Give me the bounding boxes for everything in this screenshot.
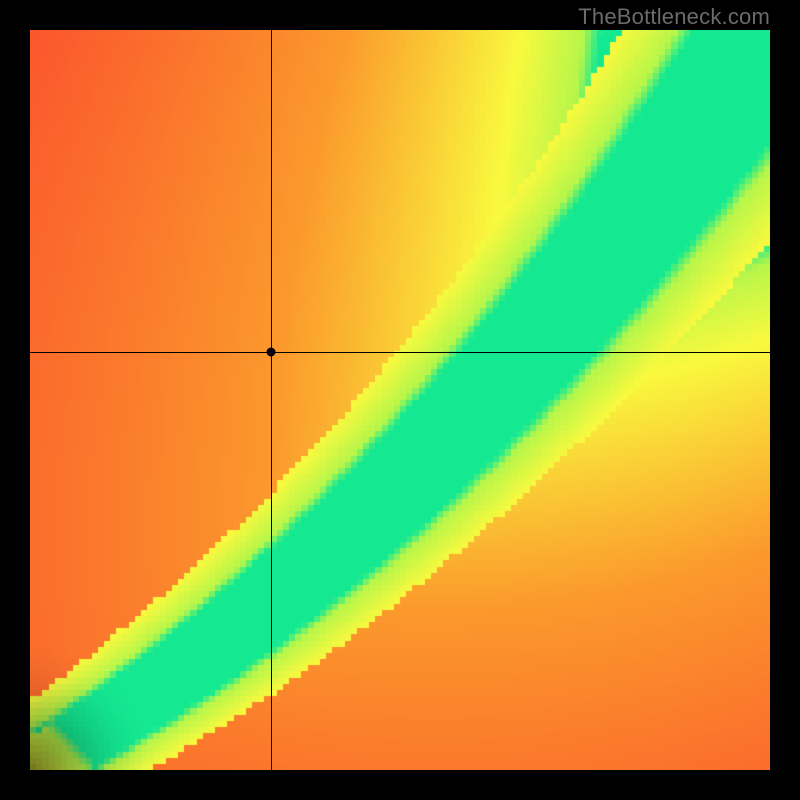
heatmap-canvas: [30, 30, 770, 770]
chart-frame: TheBottleneck.com: [0, 0, 800, 800]
crosshair-marker: [266, 347, 275, 356]
crosshair-horizontal: [30, 352, 770, 353]
crosshair-vertical: [271, 30, 272, 770]
watermark-text: TheBottleneck.com: [578, 4, 770, 30]
plot-area: [30, 30, 770, 770]
